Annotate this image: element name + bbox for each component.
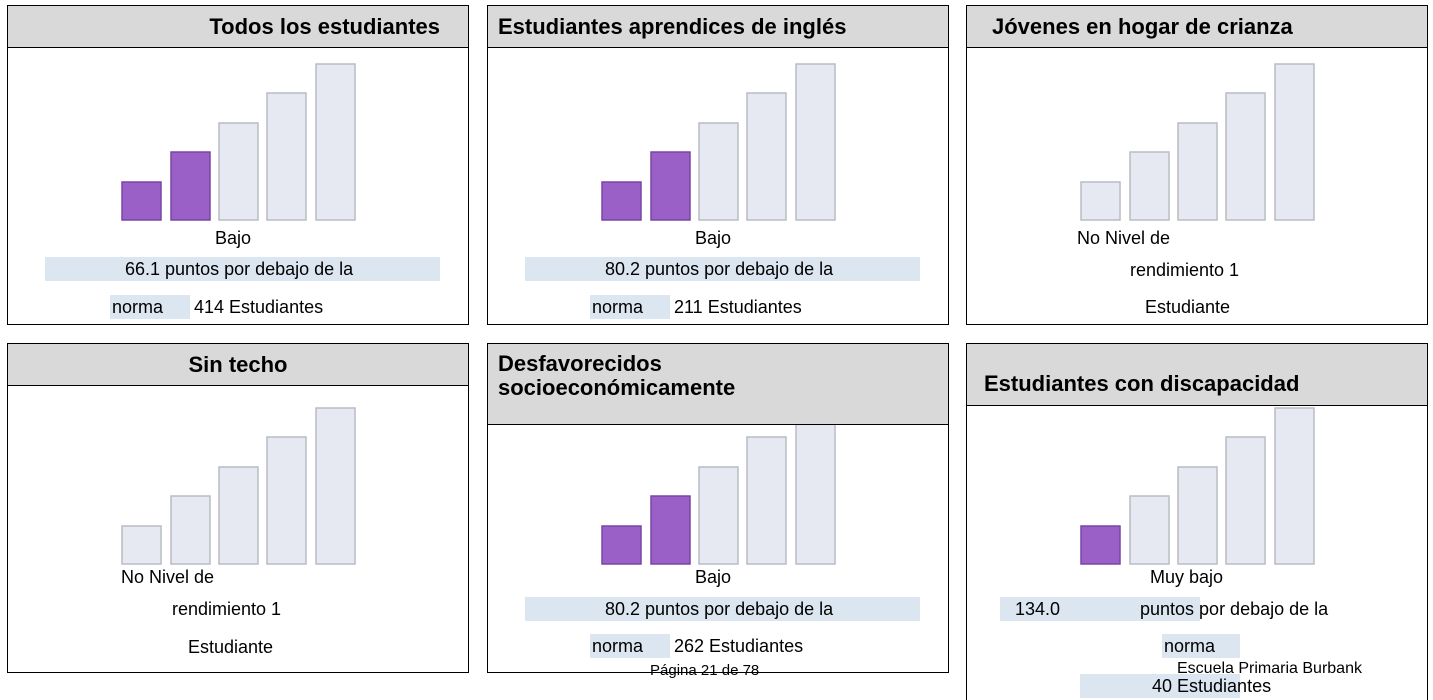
level-bar-filled xyxy=(1080,525,1121,565)
card-header: Jóvenes en hogar de crianza xyxy=(967,6,1427,48)
page-number: Página 21 de 78 xyxy=(650,662,760,679)
card-text: norma xyxy=(592,297,644,317)
card-title: Desfavorecidos socioeconómicamente xyxy=(498,351,736,400)
level-bar xyxy=(698,122,739,221)
level-bar-filled xyxy=(650,495,691,565)
level-bar-filled xyxy=(121,181,162,221)
card-text: Estudiante xyxy=(1145,297,1231,317)
text-highlight xyxy=(1162,634,1240,658)
card-text: Estudiante xyxy=(188,637,274,657)
card-header: Todos los estudiantes xyxy=(8,6,468,48)
card-text: Bajo xyxy=(695,567,732,587)
card-text: No Nivel de xyxy=(121,567,215,587)
card: Desfavorecidos socioeconómicamente xyxy=(487,343,949,673)
level-bar xyxy=(1129,151,1170,221)
level-bar xyxy=(795,407,836,565)
card-title: Todos los estudiantes xyxy=(209,14,440,39)
card: Estudiantes con discapacidad xyxy=(966,343,1428,700)
level-bar xyxy=(266,92,307,221)
level-bars xyxy=(121,63,356,221)
level-bar xyxy=(218,122,259,221)
text-highlight xyxy=(590,634,670,658)
level-bar xyxy=(1129,495,1170,565)
card-text: 134.0 xyxy=(1015,599,1061,619)
level-bar xyxy=(315,407,356,565)
text-highlight xyxy=(45,257,440,281)
level-bars xyxy=(121,407,356,565)
level-bar xyxy=(218,466,259,565)
level-bar xyxy=(1080,181,1121,221)
text-highlight xyxy=(110,295,190,319)
level-bar-filled xyxy=(601,525,642,565)
card-title: Jóvenes en hogar de crianza xyxy=(992,14,1293,39)
card-header: Desfavorecidos socioeconómicamente xyxy=(488,344,948,425)
level-bar xyxy=(1225,92,1266,221)
text-highlight xyxy=(525,257,920,281)
card-text: puntos por debajo de la xyxy=(1140,599,1329,619)
level-bar xyxy=(698,466,739,565)
card-text: norma xyxy=(1164,636,1216,656)
card-title: Estudiantes con discapacidad xyxy=(984,371,1300,396)
level-bar xyxy=(1274,407,1315,565)
card-text: 66.1 puntos por debajo de la xyxy=(125,259,354,279)
card-text: rendimiento 1 xyxy=(1130,260,1240,280)
card-title: Estudiantes aprendices de inglés xyxy=(498,14,847,39)
level-bar xyxy=(1177,122,1218,221)
level-bar xyxy=(121,525,162,565)
text-highlight xyxy=(1080,674,1240,698)
level-bar xyxy=(170,495,211,565)
card-text: rendimiento 1 xyxy=(172,599,282,619)
text-highlight xyxy=(1000,597,1100,621)
card: Jóvenes en hogar de crianza xyxy=(966,5,1428,325)
level-bar-filled xyxy=(170,151,211,221)
card-text: norma xyxy=(112,297,164,317)
level-bar xyxy=(266,436,307,565)
card-text: norma xyxy=(592,636,644,656)
card-text: 80.2 puntos por debajo de la xyxy=(605,599,834,619)
level-bar xyxy=(1177,466,1218,565)
card: Sin techo xyxy=(7,343,469,673)
card-title: Sin techo xyxy=(188,352,288,377)
card-header: Estudiantes aprendices de inglés xyxy=(488,6,948,48)
card-text: 211 Estudiantes xyxy=(674,297,802,317)
card-text: 414 Estudiantes xyxy=(194,297,324,317)
level-bars xyxy=(601,407,836,565)
level-bars xyxy=(1080,407,1315,565)
level-bar-filled xyxy=(601,181,642,221)
level-bar xyxy=(795,63,836,221)
card-text: Bajo xyxy=(215,228,252,248)
text-highlight xyxy=(525,597,920,621)
level-bar xyxy=(746,92,787,221)
level-bars xyxy=(1080,63,1315,221)
level-bar xyxy=(746,436,787,565)
school-name: Escuela Primaria Burbank xyxy=(1177,660,1362,677)
level-bar xyxy=(1225,436,1266,565)
card-header: Estudiantes con discapacidad xyxy=(967,344,1427,406)
text-highlight xyxy=(590,295,670,319)
card-text: 40 Estudiantes xyxy=(1152,676,1272,696)
level-bar xyxy=(1274,63,1315,221)
card-text: Bajo xyxy=(695,228,732,248)
text-highlight xyxy=(1100,597,1200,621)
card-text: No Nivel de xyxy=(1077,228,1171,248)
level-bar xyxy=(315,63,356,221)
card-header: Sin techo xyxy=(8,344,468,386)
card-text: 80.2 puntos por debajo de la xyxy=(605,259,834,279)
card-text: 262 Estudiantes xyxy=(674,636,804,656)
card-text: Muy bajo xyxy=(1150,567,1224,587)
level-bars xyxy=(601,63,836,221)
level-bar-filled xyxy=(650,151,691,221)
